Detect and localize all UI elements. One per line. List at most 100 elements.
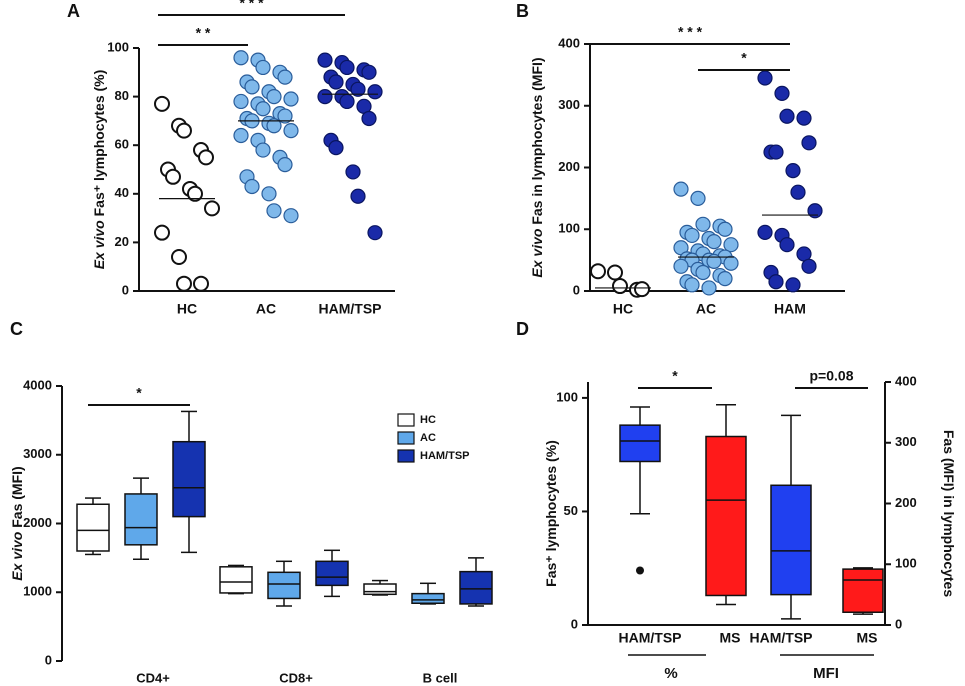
data-point [785,277,801,293]
significance-label: * * * [678,24,703,40]
y-tick-label: 0 [122,282,129,297]
box [363,583,397,596]
x-tick-label: CD4+ [136,670,170,685]
y-axis-label-text: Fas (MFI) [9,466,25,527]
data-point [361,64,377,80]
box [219,566,253,594]
data-point [361,110,377,127]
data-point [695,264,711,281]
data-point [283,123,299,139]
x-tick-label: HC [177,301,197,317]
x-tick-label: HC [613,301,633,317]
data-point [723,255,739,271]
y-axis-label-italic: Ex vivo [9,531,25,580]
data-point [612,278,628,295]
data-point [277,157,293,173]
y-tick-label: 0 [895,616,902,631]
data-point [187,185,203,202]
y-axis-label: Ex vivo Fas (MFI) [9,466,25,580]
significance-label: * [136,385,142,401]
y-axis-label-text: Fas⁺ lymphocytes (%) [91,70,107,217]
box [705,435,747,597]
legend-label: HAM/TSP [420,450,470,462]
box [315,560,349,587]
data-point [233,127,249,144]
data-point [339,59,355,76]
data-point [255,59,271,76]
y-axis-label: Ex vivo Fas in lymphocytes (MFI) [529,57,545,277]
data-point [266,203,282,219]
data-point [717,221,733,237]
y-tick-label: 4000 [23,377,52,392]
x-tick-label: MS [720,630,741,646]
data-point [244,79,260,95]
data-point [171,248,187,265]
panel-label: C [10,319,23,339]
y-axis-label-text: Fas in lymphocytes (MFI) [529,57,545,224]
data-point [673,258,689,274]
data-point [277,108,293,124]
y-axis-label-text: Fas (MFI) in lymphocytes [941,430,957,597]
data-point [774,85,790,102]
x-tick-label: HAM [774,301,806,317]
data-point [255,142,271,158]
y-tick-label: 100 [556,389,578,404]
y-tick-label: 0 [571,616,578,631]
y-tick-label: 2000 [23,515,52,530]
data-point [255,101,271,117]
data-point [706,253,722,269]
data-point [807,203,823,219]
x-tick-label: AC [696,301,716,317]
y-tick-label: 60 [115,137,129,152]
data-point [607,264,623,281]
x-tick-label: HAM/TSP [750,630,813,646]
significance-label: * * * [239,0,264,11]
data-point [350,81,366,97]
data-point [367,84,383,100]
y-tick-label: 400 [895,373,917,388]
y-axis-label: Fas (MFI) in lymphocytes [941,430,957,597]
y-tick-label: 300 [895,434,917,449]
y-tick-label: 40 [115,185,129,200]
data-point [768,144,784,160]
data-point [261,186,277,202]
data-point [317,52,333,68]
y-axis-label: Ex vivo Fas⁺ lymphocytes (%) [91,70,107,270]
data-point [154,95,170,112]
data-point [154,224,170,241]
y-tick-label: 3000 [23,446,52,461]
outlier [636,566,644,575]
y-tick-label: 20 [115,234,129,249]
x-tick-label: B cell [423,670,458,685]
data-point [684,277,700,293]
data-point [193,275,209,292]
significance-label: * * [196,25,211,41]
data-point [204,200,220,217]
data-point [283,208,299,224]
data-point [796,110,812,126]
data-point [684,227,700,244]
y-axis-label-italic: Ex vivo [529,228,545,277]
y-axis-label-italic: Ex vivo [91,220,107,269]
y-tick-label: 80 [115,88,129,103]
data-point [801,258,817,274]
x-tick-label: CD8+ [279,670,313,685]
data-point [779,237,795,253]
data-point [757,70,773,86]
data-point [266,118,282,134]
data-point [266,88,282,105]
data-point [165,168,181,185]
significance-label: p=0.08 [810,368,854,384]
data-point [317,88,333,105]
box [267,571,301,600]
data-point [785,162,801,179]
data-point [367,225,383,241]
data-point [590,263,606,280]
box [124,493,158,546]
y-axis-label: Fas⁺ lymphocytes (%) [543,440,559,587]
data-point [176,122,192,139]
data-point [706,234,722,250]
y-tick-label: 50 [564,503,578,518]
y-tick-label: 400 [558,35,580,50]
data-point [233,93,249,110]
